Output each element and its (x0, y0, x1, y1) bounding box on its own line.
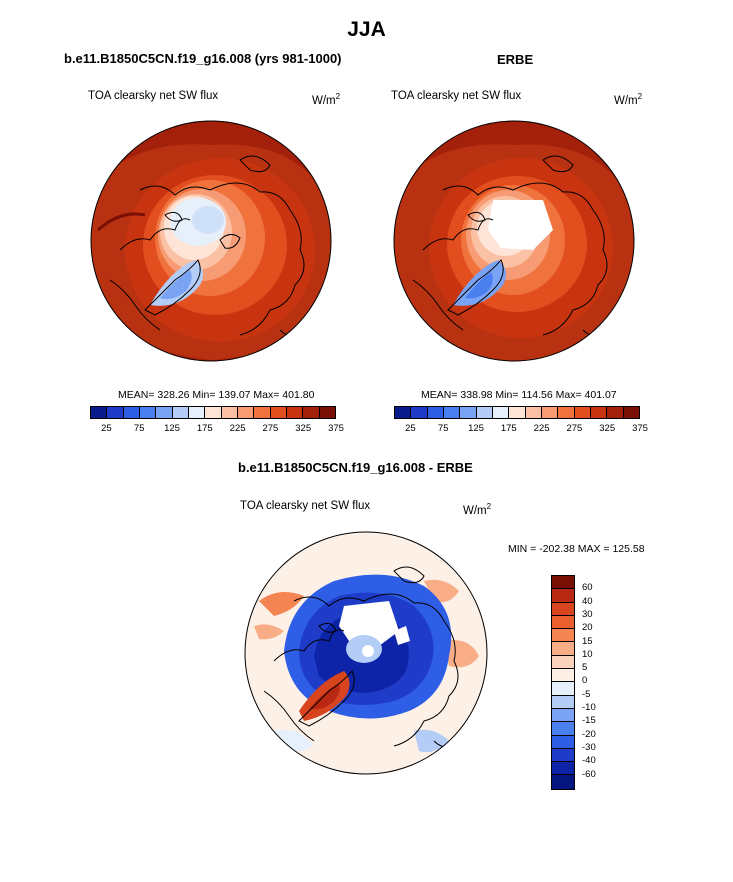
diff-colorbar-ticks: 60 40 30 20 15 10 5 0 -5 -10 -15 -20 -30 -40 -60 (582, 575, 622, 789)
colorbar-tick-label: 125 (468, 423, 484, 434)
colorbar-tick-label: 375 (328, 423, 344, 434)
colorbar-box (443, 407, 461, 418)
right-colorbar: 25 75 125 175 225 275 325 375 (394, 406, 648, 435)
diff-var-label: TOA clearsky net SW flux (240, 500, 371, 512)
colorbar-box (139, 407, 157, 418)
colorbar-box (509, 407, 526, 418)
colorbar-tick-label: -20 (582, 728, 596, 740)
colorbar-box (552, 669, 574, 683)
colorbar-tick-label: 375 (632, 423, 648, 434)
colorbar-tick-label: 175 (500, 423, 517, 434)
colorbar-tick-label: 275 (566, 423, 583, 434)
colorbar-tick-label: 175 (196, 423, 213, 434)
colorbar-box (552, 682, 574, 696)
colorbar-tick-label: -30 (582, 741, 596, 753)
colorbar-box (303, 407, 320, 418)
colorbar-tick-label: 75 (437, 423, 449, 434)
colorbar-box (607, 407, 624, 418)
colorbar-box (574, 407, 591, 418)
right-panel-title: ERBE (497, 52, 534, 67)
colorbar-tick-label: 40 (582, 595, 593, 607)
colorbar-box (552, 748, 574, 763)
colorbar-box (156, 407, 173, 418)
colorbar-box (492, 407, 510, 418)
colorbar-box (172, 407, 189, 418)
colorbar-tick-label: 60 (582, 582, 593, 594)
colorbar-box (590, 407, 608, 418)
colorbar-tick-label: 225 (533, 423, 550, 434)
left-colorbar: 25 75 125 175 225 275 325 375 (90, 406, 344, 435)
colorbar-box (460, 407, 477, 418)
colorbar-tick-label: 25 (101, 423, 112, 434)
colorbar-box (237, 407, 255, 418)
colorbar-tick-label: -5 (582, 688, 591, 700)
colorbar-box (427, 407, 444, 418)
colorbar-box (552, 655, 574, 670)
right-var-label: TOA clearsky net SW flux (391, 90, 522, 102)
colorbar-tick-label: 10 (582, 648, 593, 660)
colorbar-tick-label: -10 (582, 702, 596, 713)
colorbar-box (188, 407, 206, 418)
diff-polar-map (244, 531, 488, 775)
colorbar-box (286, 407, 304, 418)
colorbar-box (411, 407, 428, 418)
colorbar-box (552, 762, 574, 776)
colorbar-box (476, 407, 493, 418)
diff-minmax: MIN = -202.38 MAX = 125.58 (508, 543, 645, 555)
colorbar-tick-label: 225 (229, 423, 246, 434)
colorbar-tick-label: 15 (582, 635, 593, 647)
right-units: W/m2 (614, 92, 643, 107)
right-stats: MEAN= 338.98 Min= 114.56 Max= 401.07 (421, 389, 617, 401)
colorbar-tick-label: 30 (582, 608, 593, 620)
colorbar-box (552, 642, 574, 656)
colorbar-tick-label: 20 (582, 622, 593, 634)
colorbar-box (552, 602, 574, 616)
colorbar-tick-label: -15 (582, 715, 596, 727)
colorbar-tick-label: 275 (262, 423, 279, 434)
colorbar-box (123, 407, 140, 418)
colorbar-box (552, 589, 574, 603)
left-var-label: TOA clearsky net SW flux (88, 90, 219, 102)
colorbar-box (623, 407, 639, 418)
colorbar-tick-label: 0 (582, 675, 588, 687)
right-polar-map (393, 120, 635, 362)
colorbar-box (552, 629, 574, 643)
left-units: W/m2 (312, 92, 341, 107)
colorbar-box (552, 722, 574, 736)
colorbar-tick-label: 325 (599, 423, 616, 434)
colorbar-tick-label: 325 (295, 423, 312, 434)
colorbar-box (552, 735, 574, 749)
colorbar-tick-label: 125 (164, 423, 180, 434)
colorbar-box (395, 407, 412, 418)
colorbar-box (319, 407, 335, 418)
diff-units: W/m2 (463, 502, 492, 517)
colorbar-tick-label: 5 (582, 662, 588, 674)
left-polar-map (90, 120, 332, 362)
colorbar-box (221, 407, 238, 418)
colorbar-tick-label: 75 (133, 423, 145, 434)
colorbar-box (552, 775, 574, 789)
left-stats: MEAN= 328.26 Min= 139.07 Max= 401.80 (118, 389, 315, 401)
colorbar-box (254, 407, 271, 418)
colorbar-tick-label: -40 (582, 755, 596, 767)
colorbar-box (552, 708, 574, 723)
colorbar-box (107, 407, 124, 418)
colorbar-box (552, 695, 574, 709)
colorbar-tick-label: -60 (582, 768, 596, 780)
left-panel-title: b.e11.B1850C5CN.f19_g16.008 (yrs 981-100… (64, 51, 342, 66)
colorbar-box (552, 576, 574, 590)
colorbar-box (270, 407, 287, 418)
colorbar-box (552, 615, 574, 630)
colorbar-box (558, 407, 575, 418)
colorbar-tick-label: 25 (405, 423, 416, 434)
diff-panel-title: b.e11.B1850C5CN.f19_g16.008 - ERBE (238, 460, 473, 475)
colorbar-box (525, 407, 542, 418)
colorbar-box (91, 407, 108, 418)
diff-colorbar (551, 575, 575, 790)
colorbar-box (541, 407, 559, 418)
colorbar-box (205, 407, 222, 418)
main-title: JJA (347, 18, 386, 41)
